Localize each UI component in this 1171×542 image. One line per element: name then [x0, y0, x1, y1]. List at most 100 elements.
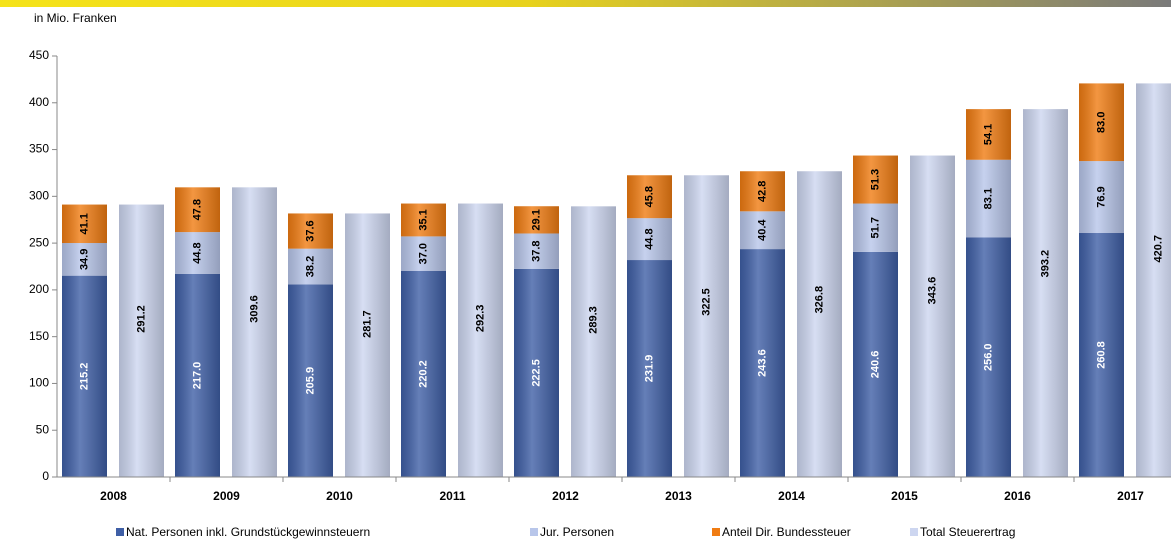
x-tick-label: 2009 [213, 489, 240, 503]
y-tick-label: 50 [36, 422, 50, 436]
banner [0, 0, 1171, 7]
bar-shade [1136, 83, 1171, 478]
value-label: 45.8 [643, 186, 655, 207]
x-tick-label: 2010 [326, 489, 353, 503]
value-label: 420.7 [1152, 235, 1164, 263]
bar-shade [175, 187, 220, 233]
bar-shade [401, 203, 446, 237]
bar-shade [288, 248, 333, 285]
bar-shade [966, 109, 1011, 160]
y-tick-label: 250 [29, 235, 49, 249]
bar-shade [740, 171, 785, 212]
value-label: 222.5 [530, 359, 542, 387]
value-label: 42.8 [756, 181, 768, 202]
bar-shade [1079, 161, 1124, 234]
bar-shade [1023, 109, 1068, 477]
y-tick-label: 350 [29, 142, 49, 156]
bar-shade [627, 218, 672, 261]
subtitle: in Mio. Franken [34, 11, 117, 25]
y-tick-label: 450 [29, 48, 49, 62]
x-tick-label: 2012 [552, 489, 579, 503]
bar-shade [627, 260, 672, 477]
bar-shade [1079, 233, 1124, 477]
bar-shade [1079, 83, 1124, 162]
value-label: 44.8 [191, 242, 203, 263]
value-label: 51.7 [869, 217, 881, 238]
y-tick-label: 150 [29, 329, 49, 343]
value-label: 47.8 [191, 199, 203, 220]
bar-shade [401, 236, 446, 271]
value-label: 205.9 [304, 367, 316, 395]
y-tick-label: 100 [29, 376, 49, 390]
bar-shade [458, 203, 503, 477]
value-label: 231.9 [643, 355, 655, 383]
value-label: 215.2 [78, 363, 90, 391]
bar-shade [571, 206, 616, 477]
value-label: 40.4 [756, 219, 768, 241]
value-label: 240.6 [869, 351, 881, 379]
legend-label: Nat. Personen inkl. Grundstückgewinnsteu… [126, 525, 370, 539]
x-tick-label: 2015 [891, 489, 918, 503]
value-label: 309.6 [248, 295, 260, 323]
legend-label: Anteil Dir. Bundessteuer [722, 525, 851, 539]
bar-shade [740, 211, 785, 250]
value-label: 291.2 [135, 305, 147, 333]
value-label: 243.6 [756, 349, 768, 377]
value-label: 256.0 [982, 343, 994, 371]
bar-shade [853, 251, 898, 477]
bar-shade [401, 270, 446, 477]
value-label: 38.2 [304, 256, 316, 277]
value-label: 289.3 [587, 306, 599, 334]
value-label: 322.5 [700, 288, 712, 316]
value-label: 281.7 [361, 310, 373, 338]
x-tick-label: 2008 [100, 489, 127, 503]
value-label: 393.2 [1039, 250, 1051, 278]
bar-shade [910, 155, 955, 478]
value-label: 37.8 [530, 240, 542, 261]
value-label: 44.8 [643, 228, 655, 249]
bar-shade [62, 243, 107, 276]
value-label: 54.1 [982, 124, 994, 145]
value-label: 83.1 [982, 188, 994, 209]
bar-shade [797, 171, 842, 477]
bar-shade [853, 155, 898, 204]
bar-shade [288, 284, 333, 477]
x-tick-label: 2011 [439, 489, 465, 503]
y-tick-label: 400 [29, 95, 49, 109]
value-label: 217.0 [191, 362, 203, 390]
bar-shade [175, 273, 220, 477]
x-tick-label: 2014 [778, 489, 805, 503]
bar-shade [62, 204, 107, 244]
bar-shade [684, 175, 729, 478]
legend-swatch [116, 528, 124, 536]
bar-shade [62, 275, 107, 477]
value-label: 37.0 [417, 243, 429, 264]
value-label: 83.0 [1095, 112, 1107, 133]
bar-shade [514, 206, 559, 234]
legend-label: Total Steuerertrag [920, 525, 1015, 539]
legend-swatch [530, 528, 538, 536]
legend-swatch [712, 528, 720, 536]
bar-shade [966, 237, 1011, 477]
y-tick-label: 0 [42, 469, 49, 483]
bar-shade [514, 268, 559, 477]
value-label: 326.8 [813, 286, 825, 314]
value-label: 51.3 [869, 169, 881, 190]
legend-label: Jur. Personen [540, 525, 614, 539]
bar-shade [853, 203, 898, 252]
value-label: 76.9 [1095, 186, 1107, 207]
value-label: 220.2 [417, 360, 429, 388]
bar-shade [514, 233, 559, 269]
value-label: 260.8 [1095, 341, 1107, 369]
bar-shade [966, 159, 1011, 238]
bar-shade [232, 187, 277, 478]
bar-shade [740, 249, 785, 477]
value-label: 35.1 [417, 209, 429, 230]
x-tick-label: 2013 [665, 489, 692, 503]
bar-shade [119, 204, 164, 477]
x-tick-label: 2017 [1117, 489, 1144, 503]
bar-shade [627, 175, 672, 219]
value-label: 29.1 [530, 209, 542, 230]
value-label: 41.1 [78, 213, 90, 234]
